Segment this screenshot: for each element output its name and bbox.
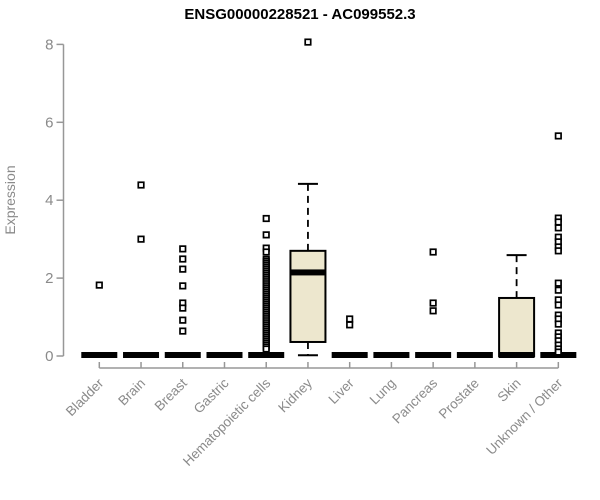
y-tick-label: 0 (45, 348, 53, 365)
y-tick-label: 2 (45, 270, 53, 287)
outlier-point-breast (179, 316, 187, 324)
x-tick-label-brain: Brain (115, 376, 148, 409)
median-kidney (289, 269, 326, 276)
median-pancreas (415, 352, 452, 358)
outlier-point-brain (137, 181, 145, 189)
outlier-point-unknown-other (554, 286, 562, 294)
outlier-point-breast (179, 304, 187, 312)
chart-title: ENSG00000228521 - AC099552.3 (184, 6, 416, 23)
outlier-point-hematopoietic-cells (262, 345, 270, 353)
outlier-point-unknown-other (554, 279, 562, 287)
outlier-point-unknown-other (554, 132, 562, 140)
x-tick-label-lung: Lung (367, 376, 399, 408)
y-tick-label: 6 (45, 114, 53, 131)
x-tick-label-bladder: Bladder (63, 375, 107, 419)
median-brain (123, 352, 160, 358)
outlier-point-breast (179, 245, 187, 253)
outlier-point-unknown-other (554, 320, 562, 328)
outlier-point-breast (179, 265, 187, 273)
outlier-point-liver (346, 315, 354, 323)
outlier-point-pancreas (429, 299, 437, 307)
median-lung (373, 352, 410, 358)
outlier-point-breast (179, 327, 187, 335)
outlier-point-unknown-other (554, 218, 562, 226)
outlier-point-bladder (95, 281, 103, 289)
median-hematopoietic-cells (248, 352, 285, 358)
x-tick-label-skin: Skin (495, 376, 524, 405)
outlier-point-hematopoietic-cells (262, 231, 270, 239)
outlier-point-unknown-other (554, 247, 562, 255)
outlier-point-unknown-other (554, 301, 562, 309)
outlier-point-unknown-other (554, 348, 562, 356)
median-prostate (456, 352, 493, 358)
x-tick-label-unknown-other: Unknown / Other (483, 375, 566, 458)
outlier-point-unknown-other (554, 224, 562, 232)
outlier-point-breast (179, 282, 187, 290)
x-tick-label-breast: Breast (152, 375, 190, 413)
median-gastric (206, 352, 243, 358)
y-tick-label: 8 (45, 36, 53, 53)
outlier-point-breast (179, 255, 187, 263)
outlier-point-pancreas (429, 307, 437, 315)
median-breast (164, 352, 201, 358)
x-tick-label-liver: Liver (326, 375, 358, 407)
y-tick-label: 4 (45, 192, 53, 209)
outlier-point-kidney (304, 38, 312, 46)
median-skin (498, 352, 535, 358)
x-tick-label-gastric: Gastric (191, 375, 232, 416)
outlier-point-liver (346, 321, 354, 329)
outlier-point-brain (137, 235, 145, 243)
outlier-point-hematopoietic-cells (262, 248, 270, 256)
median-bladder (81, 352, 118, 358)
x-tick-label-prostate: Prostate (436, 376, 482, 422)
x-tick-label-pancreas: Pancreas (389, 375, 440, 426)
box-skin (498, 296, 536, 358)
outlier-point-pancreas (429, 248, 437, 256)
median-liver (331, 352, 368, 358)
x-tick-label-kidney: Kidney (275, 375, 315, 415)
outlier-point-hematopoietic-cells (262, 214, 270, 223)
box-kidney (289, 249, 327, 343)
